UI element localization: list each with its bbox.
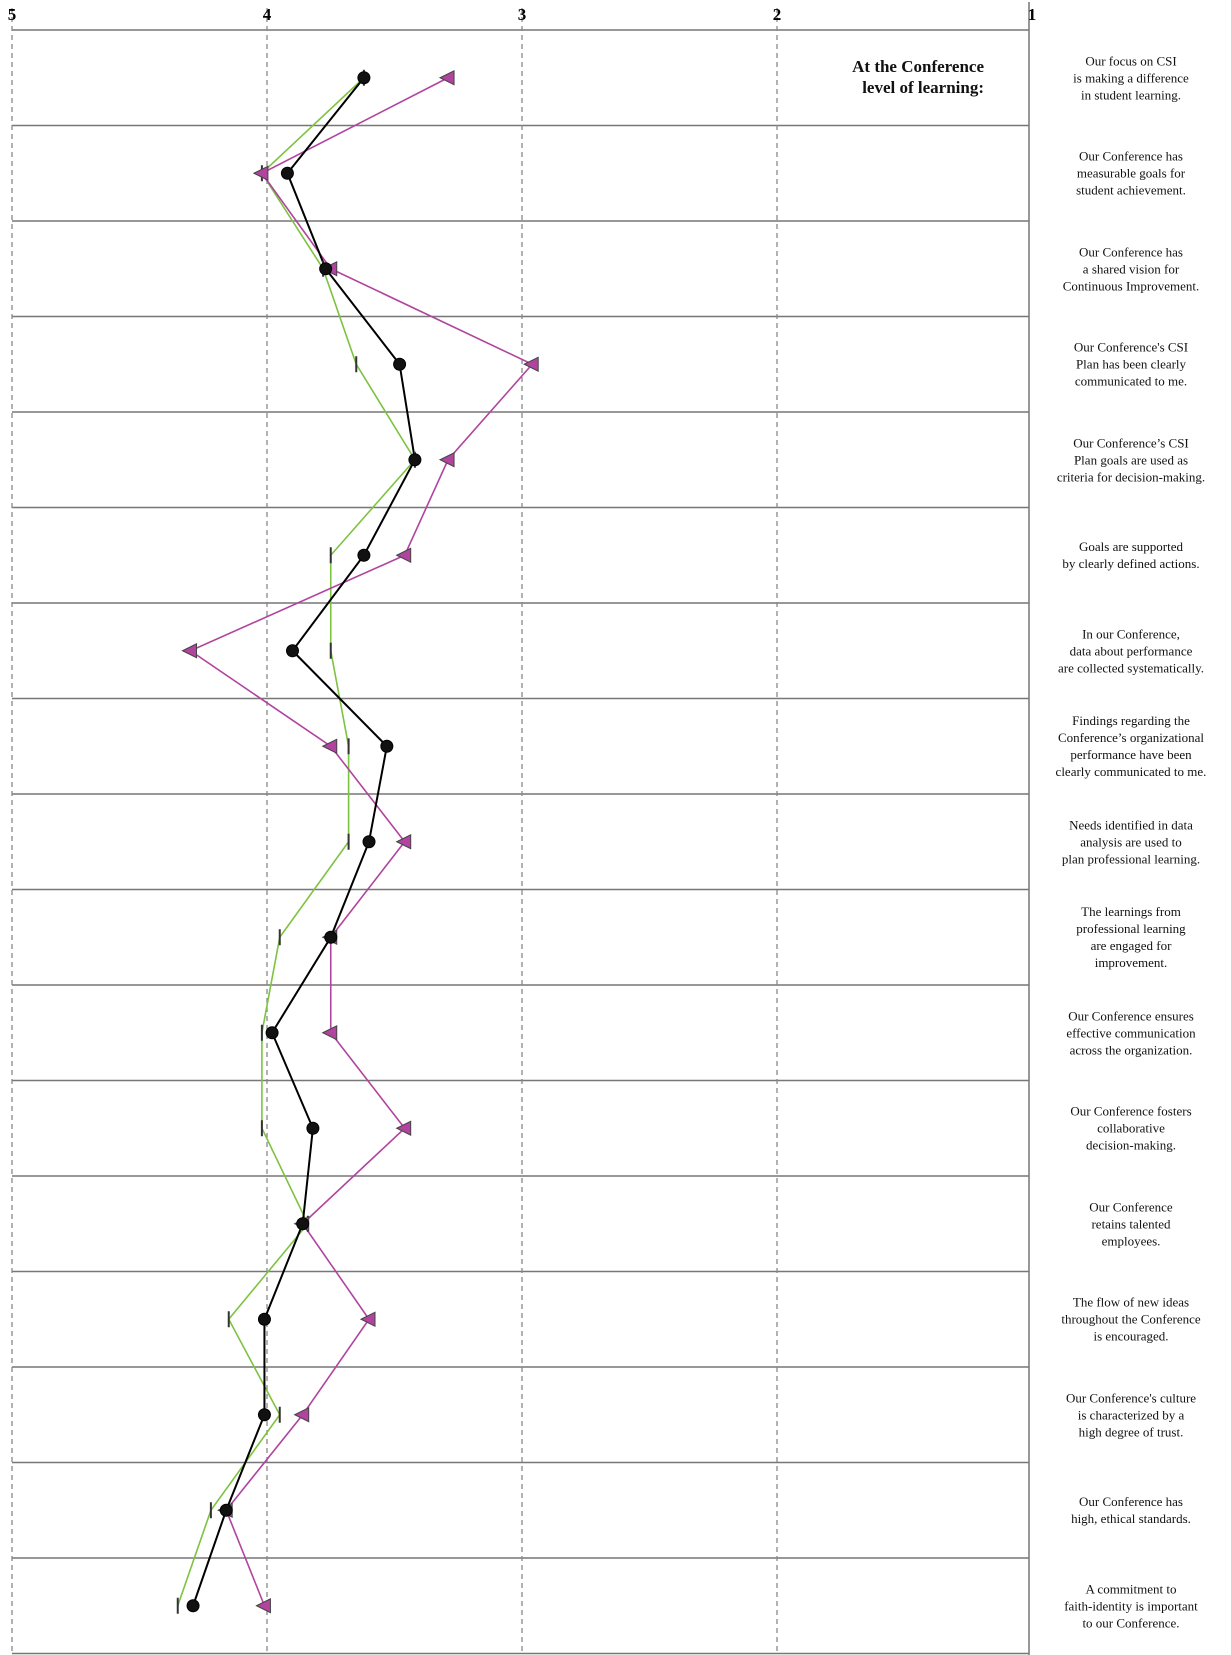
point-triangle	[438, 69, 455, 86]
chart-heading: At the Conference level of learning:	[784, 56, 984, 98]
point-triangle	[395, 547, 412, 564]
series-line	[188, 77, 534, 1607]
x-tick-label: 3	[518, 5, 527, 24]
x-tick-label: 5	[8, 5, 17, 24]
statement-label: Our focus on CSI is making a difference …	[1073, 53, 1189, 103]
statement-label: Our Conference retains talented employee…	[1089, 1199, 1173, 1249]
point-triangle	[395, 1120, 412, 1137]
point-circle	[357, 548, 371, 562]
statement-label: Our Conference ensures effective communi…	[1066, 1008, 1196, 1058]
point-circle	[257, 1312, 271, 1326]
statement-label: Our Conference's CSI Plan has been clear…	[1073, 339, 1189, 389]
point-circle	[186, 1599, 200, 1613]
point-circle	[296, 1217, 310, 1231]
x-tick-label: 4	[263, 5, 272, 24]
point-triangle	[255, 1597, 271, 1614]
statement-label: Our Conference fosters collaborative dec…	[1070, 1103, 1192, 1153]
point-circle	[408, 453, 422, 467]
point-triangle	[181, 642, 197, 659]
heading-line-1: At the Conference	[852, 57, 984, 76]
series-line	[176, 77, 416, 1607]
statement-label: Our Conference's culture is characterize…	[1065, 1390, 1197, 1440]
point-triangle	[293, 1406, 310, 1423]
point-circle	[393, 357, 407, 371]
point-circle	[265, 1026, 279, 1040]
point-circle	[324, 930, 338, 944]
point-circle	[286, 644, 299, 658]
statement-label: Findings regarding the Conference’s orga…	[1055, 713, 1207, 780]
point-circle	[362, 835, 376, 849]
statement-label: Needs identified in data analysis are us…	[1061, 817, 1201, 867]
statement-label: Our Conference has measurable goals for …	[1076, 148, 1186, 198]
point-circle	[357, 71, 371, 85]
point-triangle	[395, 833, 412, 850]
statement-label: A commitment to faith-identity is import…	[1064, 1581, 1198, 1631]
point-triangle	[252, 165, 269, 182]
x-tick-label: 1	[1028, 5, 1037, 24]
statement-label: In our Conference, data about performanc…	[1057, 626, 1205, 676]
point-triangle	[438, 451, 455, 468]
point-triangle	[359, 1311, 376, 1328]
point-triangle	[321, 1024, 338, 1041]
statement-label: Our Conference has a shared vision for C…	[1062, 244, 1200, 294]
x-tick-label: 2	[773, 5, 782, 24]
point-triangle	[321, 738, 338, 755]
statement-label: The learnings from professional learning…	[1076, 904, 1186, 971]
point-circle	[257, 1408, 271, 1422]
point-circle	[280, 166, 294, 180]
point-circle	[219, 1503, 233, 1517]
point-circle	[380, 739, 394, 753]
statement-label: Our Conference has high, ethical standar…	[1071, 1494, 1191, 1527]
point-circle	[319, 262, 333, 276]
statement-label: Goals are supported by clearly defined a…	[1062, 539, 1200, 572]
series-line	[192, 77, 416, 1607]
point-triangle	[523, 356, 539, 373]
statement-label: Our Conference’s CSI Plan goals are used…	[1056, 435, 1206, 485]
point-circle	[306, 1121, 320, 1135]
heading-line-2: level of learning:	[862, 78, 984, 97]
statement-label: The flow of new ideas throughout the Con…	[1061, 1294, 1201, 1344]
